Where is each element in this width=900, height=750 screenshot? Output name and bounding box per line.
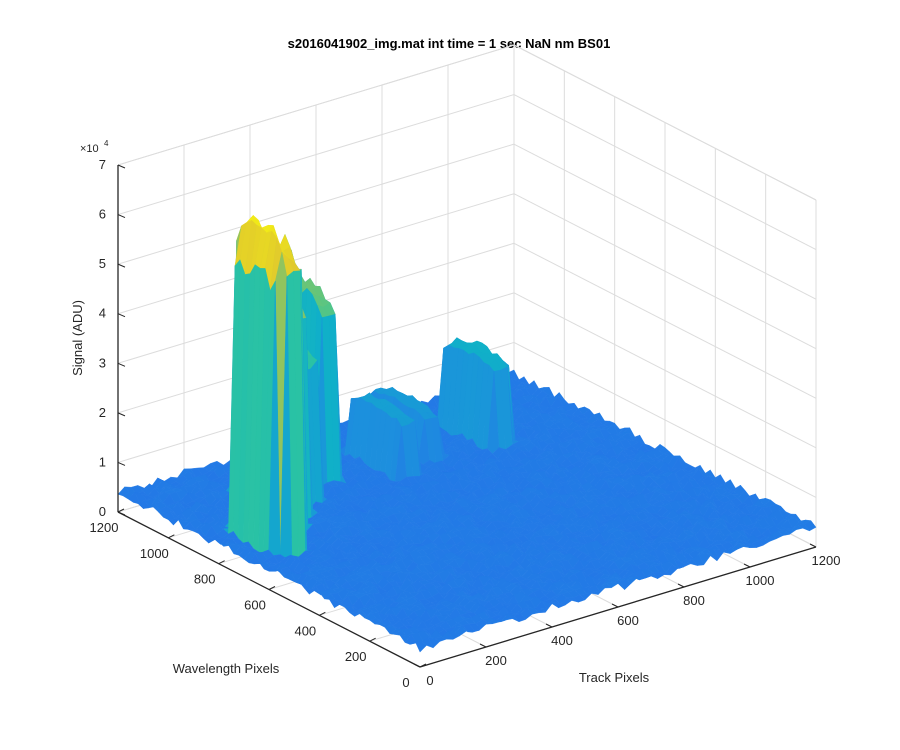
surface-mesh [117,214,817,653]
x-tick-label: 800 [683,593,705,608]
y-axis-label: Wavelength Pixels [173,661,280,676]
box-edge [513,44,817,201]
y-tick-mark [268,586,276,590]
y-tick-label: 400 [294,623,316,638]
y-tick-label: 1200 [90,520,119,535]
z-tick-label: 4 [99,306,106,321]
tick-labels: 0200400600800100012000200400600800100012… [90,157,841,690]
z-tick-label: 6 [99,207,106,222]
axes-lines [117,164,817,668]
svg-text:×10: ×10 [80,143,99,155]
z-tick-mark [117,461,126,466]
z-tick-mark [117,362,126,367]
x-tick-mark [677,583,685,588]
grid-line [117,94,515,216]
x-tick-mark [809,543,817,548]
z-tick-mark [117,511,126,516]
y-tick-label: 800 [194,572,216,587]
y-tick-mark [168,534,175,539]
z-tick-mark [117,313,126,318]
grid-line [513,242,817,399]
grid-line [513,94,817,251]
y-tick-label: 200 [345,649,367,664]
z-tick-label: 7 [99,157,106,172]
y-tick-mark [319,611,326,616]
x-tick-mark [743,563,751,568]
z-axis-label: Signal (ADU) [70,300,85,376]
z-exponent-label: ×10 4 [80,139,109,155]
z-tick-mark [117,412,126,417]
z-tick-label: 2 [99,405,106,420]
x-tick-label: 600 [617,613,639,628]
y-tick-mark [218,560,225,565]
grid-line [513,143,817,300]
grid-line [117,143,515,265]
y-tick-mark [419,663,427,668]
x-tick-label: 200 [485,653,507,668]
y-tick-mark [117,508,125,513]
box-edge [117,44,515,166]
z-tick-label: 1 [99,454,106,469]
x-tick-label: 400 [551,633,573,648]
grid-line [117,193,515,315]
grid-line [513,341,817,498]
x-tick-mark [479,643,487,648]
z-tick-mark [117,164,126,169]
grid-line [513,193,817,350]
surface-patch [414,641,427,653]
z-tick-label: 0 [99,504,106,519]
z-tick-mark [117,263,126,268]
y-tick-mark [369,637,376,642]
x-tick-label: 1000 [746,573,775,588]
chart-title: s2016041902_img.mat int time = 1 sec NaN… [288,36,611,51]
y-tick-label: 600 [244,598,266,613]
y-tick-label: 0 [402,675,409,690]
x-axis-label: Track Pixels [579,670,650,685]
x-tick-mark [545,623,553,628]
x-tick-label: 1200 [812,553,841,568]
grid-line [513,292,817,449]
svg-text:4: 4 [104,139,109,148]
x-tick-mark [611,603,619,608]
x-tick-label: 0 [426,673,433,688]
x-tick-mark [413,663,421,668]
z-tick-label: 3 [99,355,106,370]
z-tick-label: 5 [99,256,106,271]
y-tick-label: 1000 [140,546,169,561]
z-tick-mark [117,214,126,219]
